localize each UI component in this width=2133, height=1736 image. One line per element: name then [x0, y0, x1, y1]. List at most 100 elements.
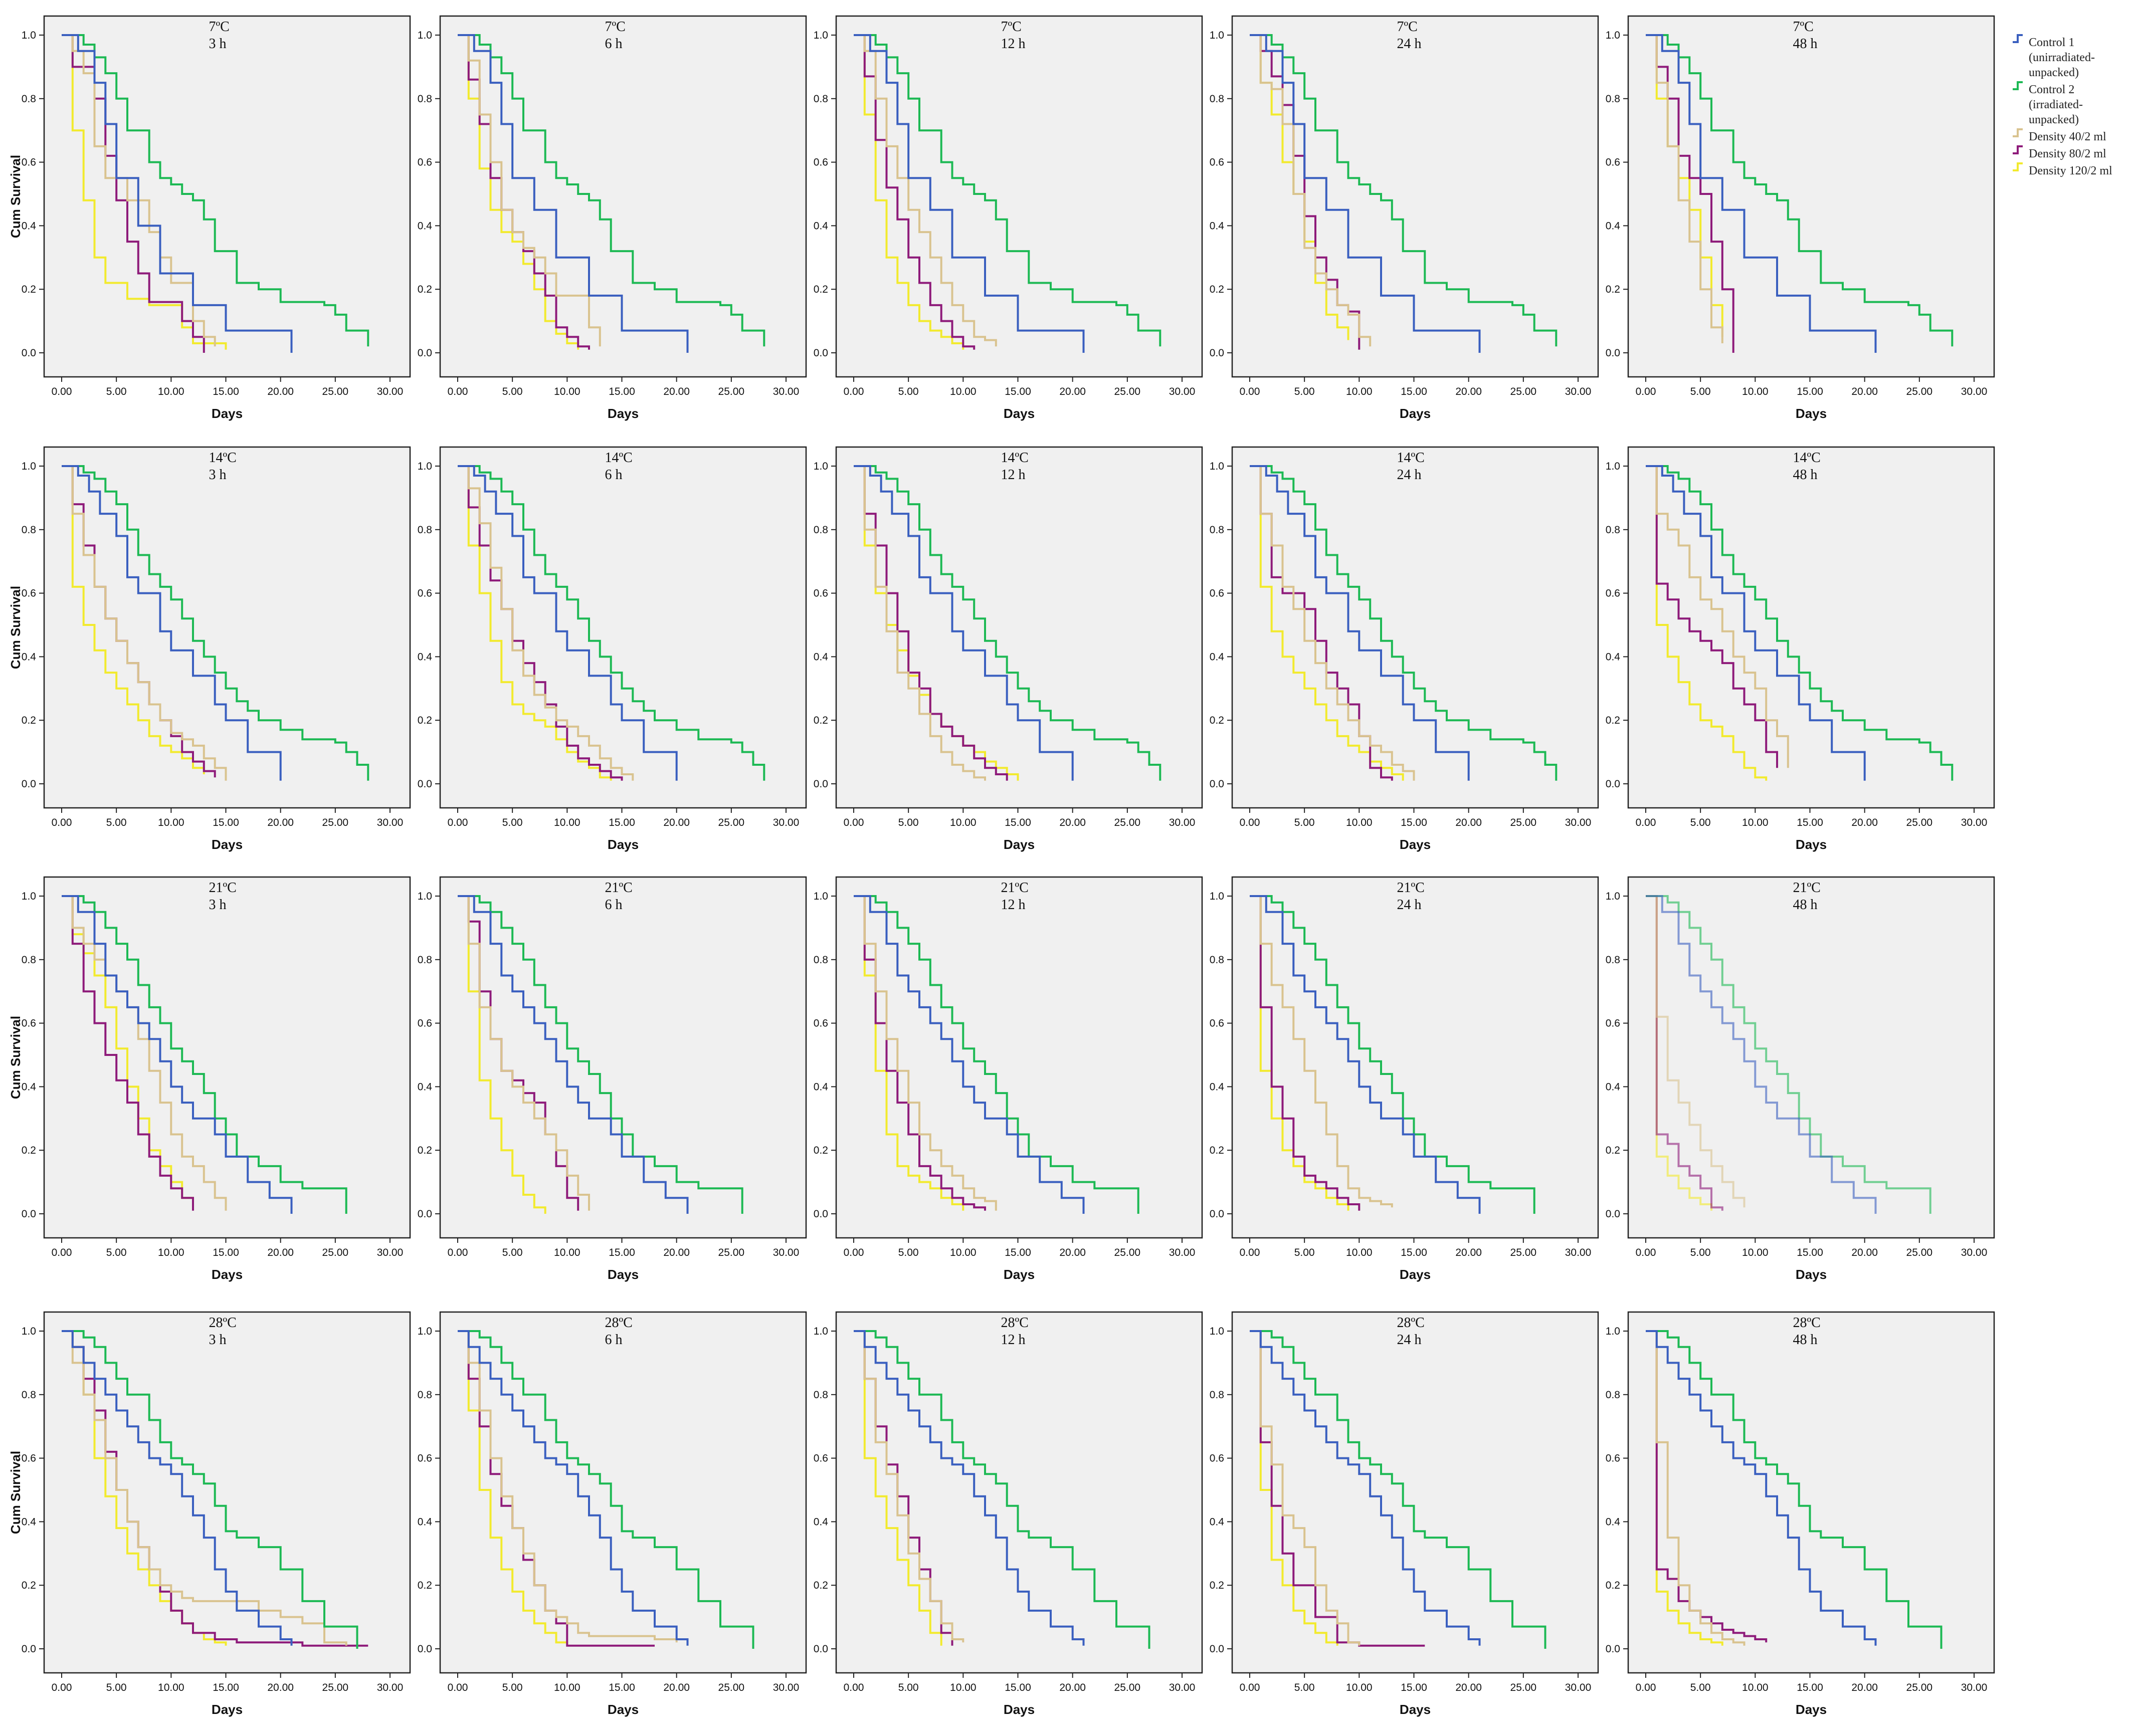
survival-curve [62, 895, 347, 1214]
y-axis-label: Cum Survival [8, 1016, 23, 1099]
legend-entry: Density 80/2 ml [2013, 145, 2106, 160]
survival-curve [458, 465, 634, 781]
y-tick-label: 0.6 [22, 157, 36, 168]
x-tick-label: 10.00 [554, 386, 580, 397]
x-tick-label: 5.00 [1294, 1247, 1315, 1258]
x-tick-label: 25.00 [322, 386, 349, 397]
legend-entry: Control 2 (irradiated-unpacked) [2013, 81, 2083, 126]
y-tick-label: 0.2 [22, 1145, 36, 1156]
x-tick-label: 5.00 [898, 1247, 919, 1258]
survival-curve [458, 465, 678, 781]
survival-panel: 0.00 5.00 10.00 15.00 20.00 25.00 30.00 0.0 0.2 0… [1606, 446, 1995, 852]
x-tick-label: 0.00 [844, 817, 864, 828]
y-tick-label: 0.6 [1606, 157, 1620, 168]
survival-panel: 0.00 5.00 10.00 15.00 20.00 25.00 30.00 0.0 0.2 0… [1606, 1311, 1995, 1717]
plot-area [835, 15, 1203, 378]
x-tick-label: 25.00 [1906, 1247, 1933, 1258]
survival-panel: 0.00 5.00 10.00 15.00 20.00 25.00 30.00 0.0 0.2 0… [418, 1311, 807, 1717]
x-tick-label: 10.00 [950, 1247, 977, 1258]
panel-temperature: 7ºC [605, 19, 626, 35]
survival-panel: 0.00 5.00 10.00 15.00 20.00 25.00 30.00 0.0 0.2 0… [418, 446, 807, 852]
x-tick-label: 10.00 [1346, 1247, 1373, 1258]
survival-curve [1646, 465, 1789, 768]
y-tick-label: 0.6 [1606, 588, 1620, 599]
survival-curve [458, 34, 590, 350]
x-tick-label: 20.00 [663, 1247, 690, 1258]
y-tick-label: 0.4 [418, 1081, 433, 1093]
x-tick-label: 0.00 [1636, 1682, 1656, 1693]
survival-panel: 0.00 5.00 10.00 15.00 20.00 25.00 30.00 0.0 0.2 0… [814, 15, 1203, 421]
x-tick-label: 0.00 [52, 386, 72, 397]
plot-area [1627, 1311, 1995, 1674]
legend-entry: Control 1 (unirradiated-unpacked) [2013, 34, 2095, 79]
y-tick-label: 0.6 [814, 157, 828, 168]
survival-curve [1646, 34, 1954, 347]
y-tick-label: 0.4 [418, 1516, 433, 1528]
plot-area [439, 876, 807, 1239]
y-tick-label: 0.6 [1210, 588, 1224, 599]
survival-panel: 0.00 5.00 10.00 15.00 20.00 25.00 30.00 0.0 0.2 0… [1210, 15, 1599, 421]
x-tick-label: 20.00 [1059, 1682, 1086, 1693]
panel-duration: 24 h [1397, 467, 1422, 483]
y-tick-label: 1.0 [22, 891, 36, 902]
x-tick-label: 30.00 [1565, 1682, 1592, 1693]
y-tick-label: 0.4 [22, 1081, 37, 1093]
survival-curve [854, 895, 1139, 1214]
x-tick-label: 20.00 [663, 1682, 690, 1693]
y-tick-label: 0.8 [1606, 524, 1620, 536]
panel-temperature: 14ºC [605, 450, 633, 466]
x-tick-label: 10.00 [1742, 386, 1769, 397]
y-tick-label: 0.6 [814, 588, 828, 599]
panel-temperature: 28ºC [1001, 1315, 1029, 1331]
y-tick-label: 0.0 [22, 1643, 36, 1655]
y-tick-label: 1.0 [418, 461, 432, 472]
survival-curve [458, 1330, 568, 1646]
x-axis-label: Days [1004, 406, 1035, 421]
survival-curve [1646, 895, 1723, 1211]
x-tick-label: 15.00 [1797, 386, 1823, 397]
x-tick-label: 20.00 [267, 386, 294, 397]
survival-curve [854, 895, 986, 1211]
survival-curve [458, 1330, 655, 1647]
x-tick-label: 5.00 [502, 817, 523, 828]
survival-panel: 0.00 5.00 10.00 15.00 20.00 25.00 30.00 0.0 0.2 0… [8, 446, 411, 852]
y-tick-label: 1.0 [814, 30, 828, 41]
y-tick-label: 0.0 [1606, 347, 1620, 359]
x-tick-label: 20.00 [1059, 1247, 1086, 1258]
survival-curve [1250, 34, 1372, 347]
x-tick-label: 10.00 [950, 386, 977, 397]
survival-panel: 0.00 5.00 10.00 15.00 20.00 25.00 30.00 0.0 0.2 0… [1210, 876, 1599, 1282]
y-tick-label: 1.0 [22, 30, 36, 41]
plot-area [1627, 876, 1995, 1239]
x-tick-label: 5.00 [1690, 1247, 1711, 1258]
x-axis-label: Days [212, 1267, 243, 1282]
y-tick-label: 0.6 [1210, 157, 1224, 168]
x-tick-label: 25.00 [1114, 1682, 1141, 1693]
y-tick-label: 1.0 [22, 1326, 36, 1337]
legend-label: Density 80/2 ml [2029, 147, 2106, 160]
panel-duration: 24 h [1397, 897, 1422, 913]
x-tick-label: 20.00 [663, 817, 690, 828]
y-tick-label: 0.0 [418, 1208, 432, 1220]
x-tick-label: 25.00 [1510, 386, 1537, 397]
y-tick-label: 1.0 [1606, 891, 1620, 902]
survival-curve [1250, 465, 1404, 781]
x-tick-label: 0.00 [1240, 1682, 1260, 1693]
y-tick-label: 0.2 [1606, 1580, 1620, 1591]
y-axis-label: Cum Survival [8, 586, 23, 669]
x-tick-label: 25.00 [718, 817, 745, 828]
x-tick-label: 10.00 [158, 386, 184, 397]
survival-curve [854, 34, 1085, 353]
survival-curve [854, 34, 997, 347]
plot-area [439, 446, 807, 809]
panel-temperature: 7ºC [1001, 19, 1022, 35]
panel-temperature: 7ºC [1793, 19, 1814, 35]
y-tick-label: 0.0 [1210, 347, 1224, 359]
x-tick-label: 20.00 [1455, 817, 1482, 828]
panel-duration: 6 h [605, 467, 623, 483]
x-tick-label: 15.00 [1401, 1247, 1427, 1258]
y-tick-label: 0.4 [1210, 1516, 1225, 1528]
survival-curve [1250, 34, 1481, 353]
x-tick-label: 0.00 [1636, 1247, 1656, 1258]
survival-panel: 0.00 5.00 10.00 15.00 20.00 25.00 30.00 0.0 0.2 0… [814, 446, 1203, 852]
